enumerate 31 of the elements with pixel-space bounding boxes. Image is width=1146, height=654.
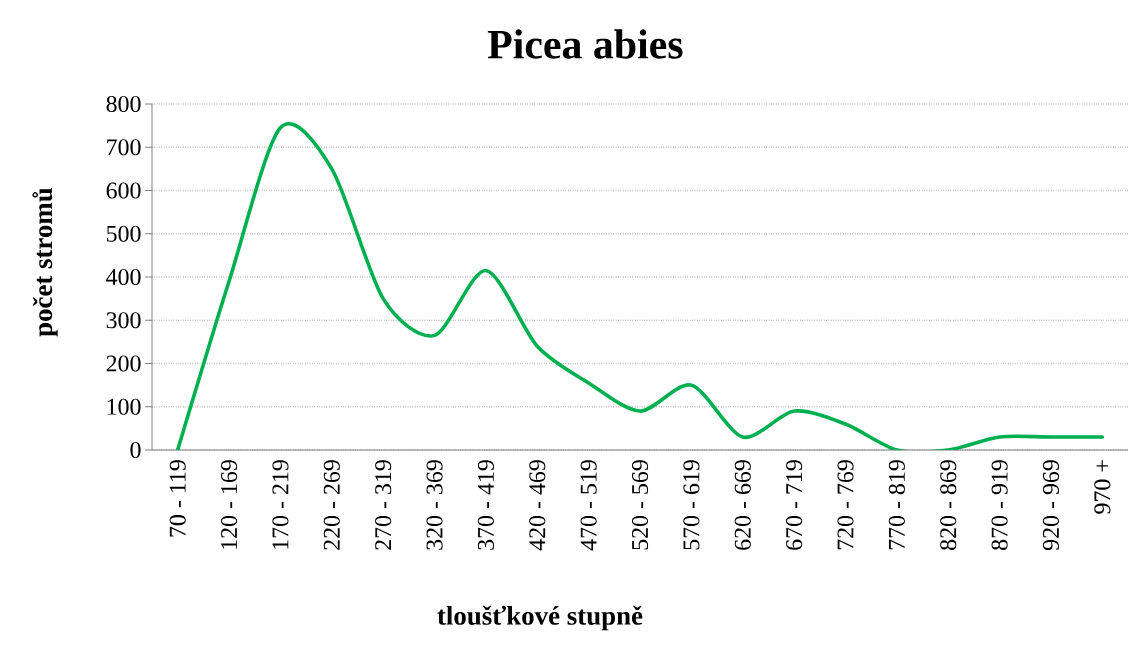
y-tick-label: 500	[107, 225, 141, 242]
x-tick-label: 920 - 969	[1042, 460, 1060, 551]
y-tick-label: 0	[130, 441, 141, 459]
x-tick-label: 970 +	[1094, 460, 1111, 514]
y-tick-label: 600	[106, 182, 141, 199]
x-tick-label: 520 - 569	[631, 460, 649, 550]
y-tick-label: 400	[106, 268, 141, 286]
x-tick-label: 170 - 219	[272, 460, 289, 549]
x-tick-label: 620 - 669	[734, 460, 751, 550]
x-tick-label: 870 - 919	[991, 460, 1008, 550]
x-tick-label: 70 - 119	[169, 460, 186, 537]
y-tick-label: 200	[106, 355, 141, 372]
chart-title: Picea abies	[487, 29, 683, 59]
y-tick-label: 300	[106, 312, 141, 329]
y-axis-title: počet stromů	[32, 188, 58, 337]
x-tick-label: 420 - 469	[529, 460, 546, 551]
y-tick-label: 800	[106, 95, 141, 113]
x-tick-label: 670 - 719	[786, 460, 803, 550]
x-tick-label: 220 - 269	[323, 460, 340, 550]
x-tick-label: 470 - 519	[580, 460, 597, 551]
x-tick-label: 370 - 419	[477, 460, 494, 550]
x-tick-label: 120 - 169	[220, 460, 238, 549]
x-tick-label: 770 - 819	[888, 460, 905, 550]
y-tick-label: 700	[107, 139, 141, 156]
x-axis-title: tloušťkové stupně	[437, 605, 643, 631]
x-tick-label: 570 - 619	[683, 460, 700, 550]
x-tick-label: 720 - 769	[837, 460, 854, 550]
x-tick-label: 270 - 319	[375, 460, 392, 550]
x-tick-label: 820 - 869	[940, 460, 957, 550]
x-tick-label: 320 - 369	[426, 460, 443, 550]
y-tick-label: 100	[107, 398, 141, 415]
